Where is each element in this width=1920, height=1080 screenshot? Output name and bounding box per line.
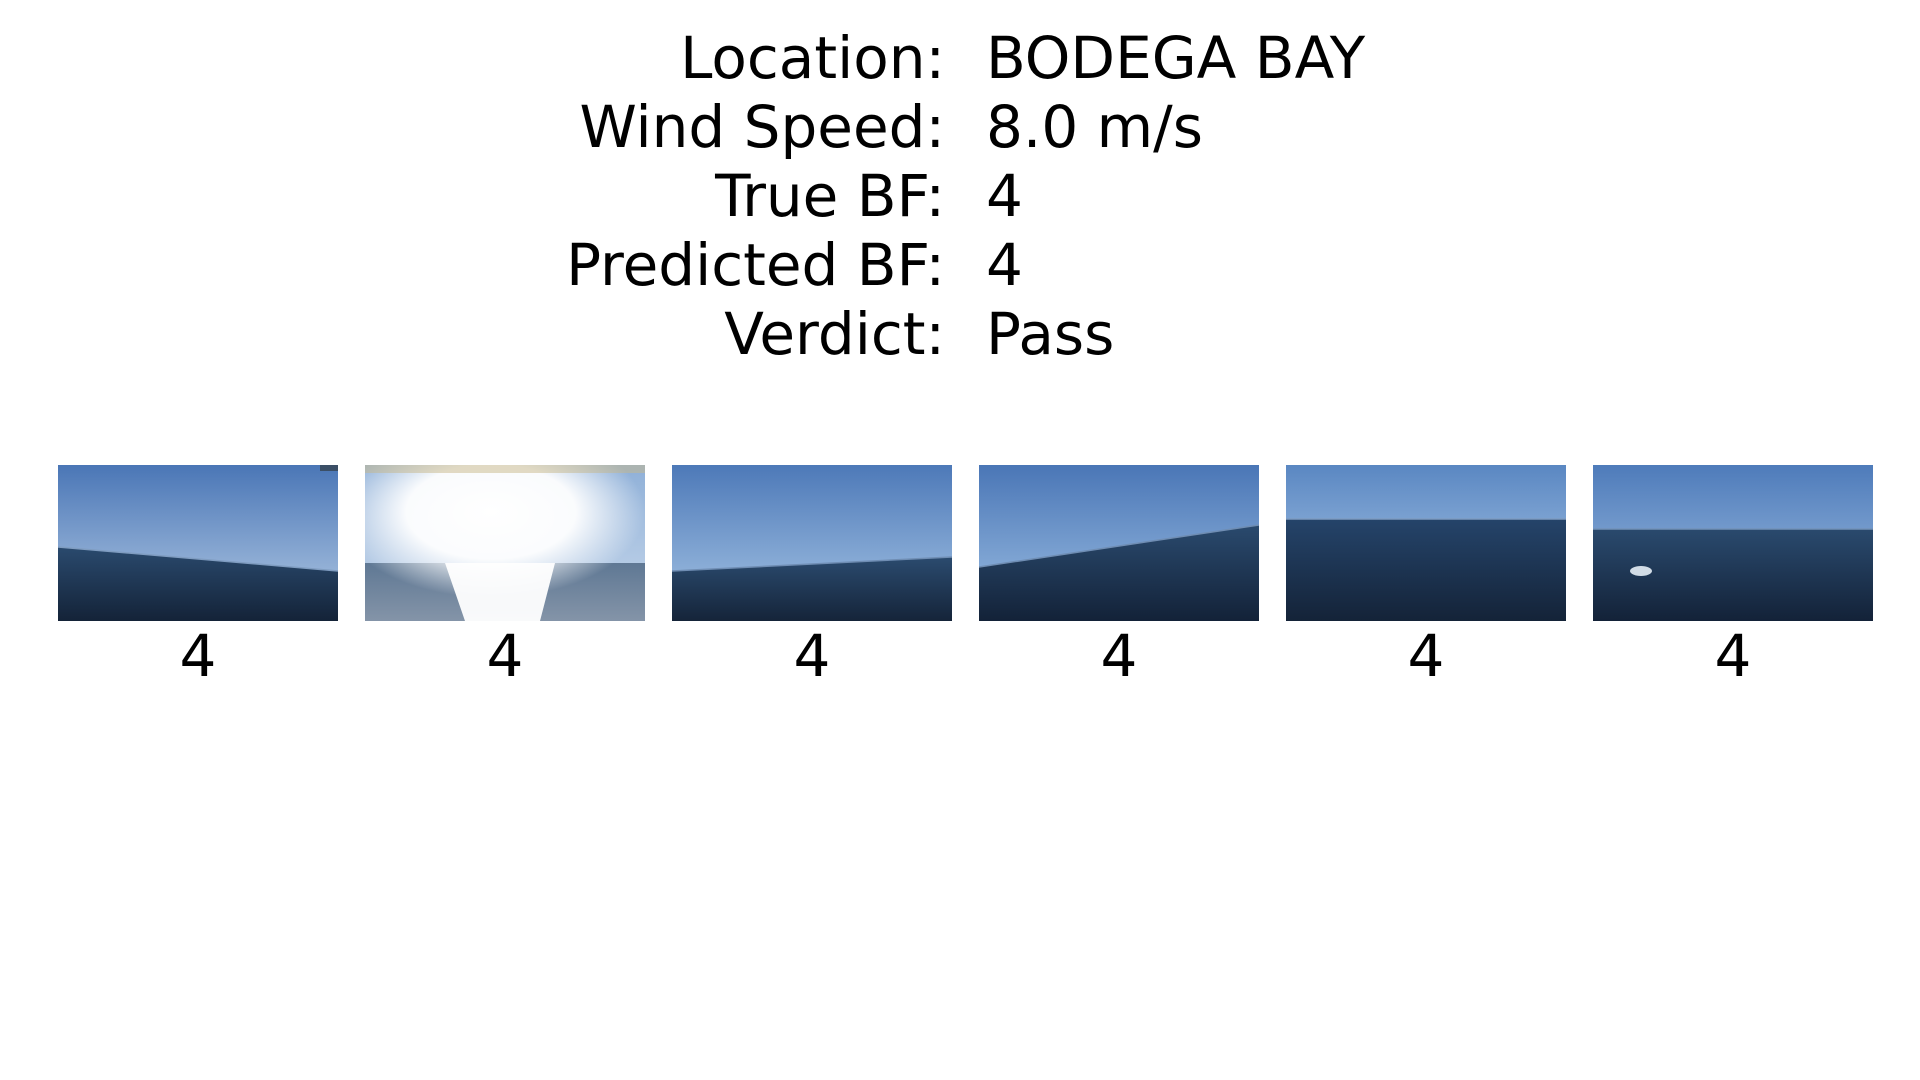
wind-speed-label: Wind Speed:: [579, 93, 945, 161]
info-row-wind-speed: Wind Speed: 8.0 m/s: [0, 93, 1920, 161]
info-row-location: Location: BODEGA BAY: [0, 24, 1920, 92]
sea-image-5: [1286, 465, 1566, 621]
sea-image-6: [1593, 465, 1873, 621]
predicted-bf-value: 4: [986, 231, 1023, 299]
sea-image-3: [672, 465, 952, 621]
sea-image-4-label: 4: [1100, 622, 1138, 690]
sea-image-3-label: 4: [793, 622, 831, 690]
sea-image-6-label: 4: [1714, 622, 1752, 690]
info-row-true-bf: True BF: 4: [0, 162, 1920, 230]
wind-speed-value: 8.0 m/s: [986, 93, 1203, 161]
sea-image-2-label: 4: [486, 622, 524, 690]
verdict-label: Verdict:: [724, 300, 945, 368]
true-bf-value: 4: [986, 162, 1023, 230]
sea-image-4: [979, 465, 1259, 621]
location-label: Location:: [680, 24, 945, 92]
sea-image-2: [365, 465, 645, 621]
sea-image-5-label: 4: [1407, 622, 1445, 690]
info-row-verdict: Verdict: Pass: [0, 300, 1920, 368]
verdict-value: Pass: [986, 300, 1115, 368]
predicted-bf-label: Predicted BF:: [566, 231, 945, 299]
true-bf-label: True BF:: [715, 162, 945, 230]
sea-image-1-label: 4: [179, 622, 217, 690]
info-row-predicted-bf: Predicted BF: 4: [0, 231, 1920, 299]
location-value: BODEGA BAY: [986, 24, 1366, 92]
sea-image-1: [58, 465, 338, 621]
